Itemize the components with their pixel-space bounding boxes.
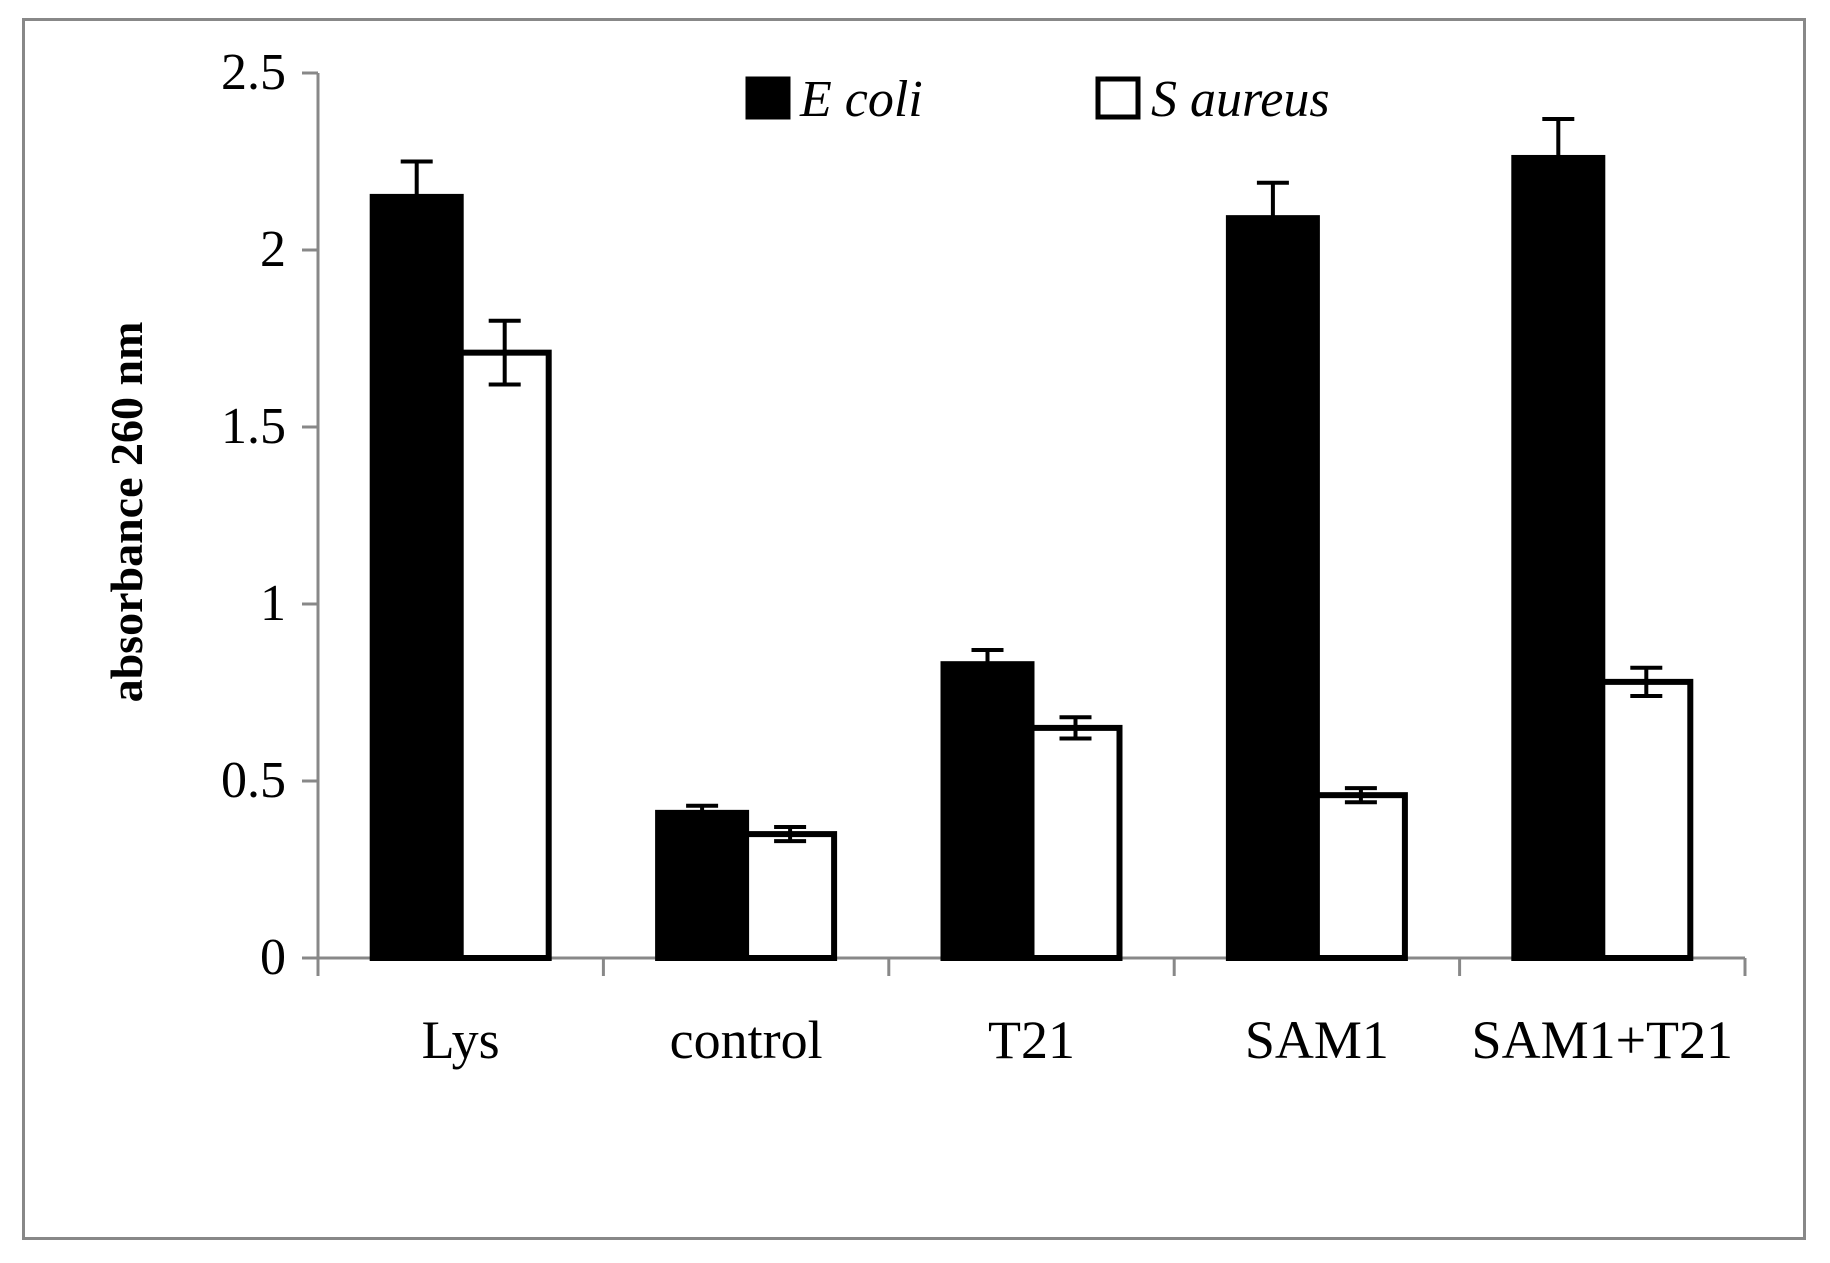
bar [1599,678,1694,961]
y-tick-label: 0 [260,929,286,986]
y-tick-label: 0.5 [221,752,286,809]
x-tick-label: SAM1+T21 [1472,1010,1733,1070]
error-bars-layer [400,117,1663,844]
y-axis-label: absorbance 260 nm [101,322,152,703]
x-tick-label: T21 [988,1010,1075,1070]
legend-swatch-e-coli [745,76,791,120]
legend: E coli S aureus [745,71,1330,128]
legend-label-e-coli: E coli [799,71,923,128]
x-tick-label: SAM1 [1245,1010,1389,1070]
x-tick-label: control [670,1010,823,1070]
bar [1225,215,1320,961]
y-tick-label: 1 [260,575,286,632]
labels-layer: 0 0.5 1 1.5 2 2.5 Lys control T21 SAM1 SAM1+T21 [221,44,1733,1070]
y-tick-label: 1.5 [221,398,286,455]
y-tick-label: 2.5 [221,44,286,101]
bar [743,831,838,961]
bars-layer [369,154,1694,962]
bar [940,661,1035,961]
legend-label-s-aureus: S aureus [1151,71,1330,128]
bar [369,193,464,961]
bar [1313,792,1408,961]
bar [655,809,750,961]
bar [1511,154,1606,961]
x-tick-label: Lys [422,1010,500,1070]
bar [457,349,552,962]
y-tick-label: 2 [260,221,286,278]
bar [1028,724,1123,962]
legend-swatch-s-aureus [1095,76,1141,120]
